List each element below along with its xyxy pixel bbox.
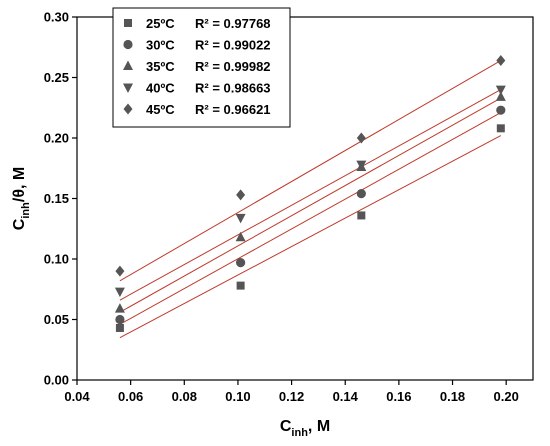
legend-box [112, 7, 291, 128]
y-tick-label: 0.25 [44, 70, 69, 85]
data-point [114, 303, 125, 313]
legend-series-name: 35ºC [146, 59, 175, 74]
legend-r2: R² = 0.97768 [195, 16, 271, 31]
legend-series-name: 25ºC [146, 16, 175, 31]
fit-line [119, 112, 502, 325]
plot-frame [76, 16, 534, 381]
y-tick-label: 0.05 [44, 312, 69, 327]
data-point [496, 124, 505, 133]
data-point [356, 189, 366, 199]
data-point [236, 281, 245, 290]
legend-series-name: 40ºC [146, 81, 175, 96]
legend-series-name: 30ºC [146, 38, 175, 53]
data-point [495, 91, 506, 101]
legend-r2: R² = 0.99982 [195, 59, 271, 74]
fit-lines [119, 60, 502, 339]
x-axis-title: Cinh, M [280, 418, 330, 439]
x-tick-label: 0.20 [494, 389, 519, 404]
data-point [114, 287, 125, 298]
y-tick-label: 0.15 [44, 191, 69, 206]
data-point [115, 265, 125, 277]
data-point [496, 105, 506, 115]
data-point [356, 160, 367, 171]
y-tick-label: 0.00 [44, 373, 69, 388]
x-tick-label: 0.18 [440, 389, 465, 404]
legend-r2: R² = 0.99022 [195, 38, 271, 53]
legend-r2: R² = 0.96621 [195, 102, 271, 117]
data-point [357, 211, 366, 220]
y-tick-label: 0.10 [44, 252, 69, 267]
fit-line [119, 60, 502, 282]
axis-ticks: 0.04 0.06 0.08 0.10 0.12 0.14 0.16 0.18 0.20 0.00… [44, 10, 519, 405]
legend-marker [123, 39, 133, 50]
legend-marker [123, 60, 133, 70]
data-point [115, 323, 124, 332]
legend: 25ºC R² = 0.97768 30ºC R² = 0.99022 35ºC R² =… [112, 7, 291, 128]
legend-series-name: 45ºC [146, 102, 175, 117]
data-point [115, 314, 125, 325]
data-point [235, 213, 246, 224]
legend-marker [123, 83, 133, 93]
x-tick-label: 0.06 [118, 389, 143, 404]
data-point [496, 55, 506, 67]
data-point [356, 132, 366, 144]
x-tick-label: 0.16 [386, 389, 411, 404]
x-tick-label: 0.08 [172, 389, 197, 404]
data-point [235, 231, 246, 242]
x-tick-label: 0.10 [225, 389, 250, 404]
legend-marker [124, 19, 132, 27]
fit-line [119, 135, 502, 339]
fit-line [119, 89, 502, 301]
y-axis-title: Cinh/θ, M [11, 167, 32, 230]
y-tick-label: 0.20 [44, 131, 69, 146]
x-tick-label: 0.04 [64, 389, 90, 404]
data-point [495, 85, 506, 96]
data-point [236, 189, 246, 201]
legend-marker [123, 103, 133, 115]
x-tick-label: 0.12 [279, 389, 304, 404]
x-tick-label: 0.14 [333, 389, 359, 404]
data-point [236, 258, 246, 268]
y-tick-label: 0.30 [44, 10, 69, 25]
fit-line [119, 97, 502, 313]
legend-r2: R² = 0.98663 [195, 81, 271, 96]
data-points [114, 55, 506, 332]
